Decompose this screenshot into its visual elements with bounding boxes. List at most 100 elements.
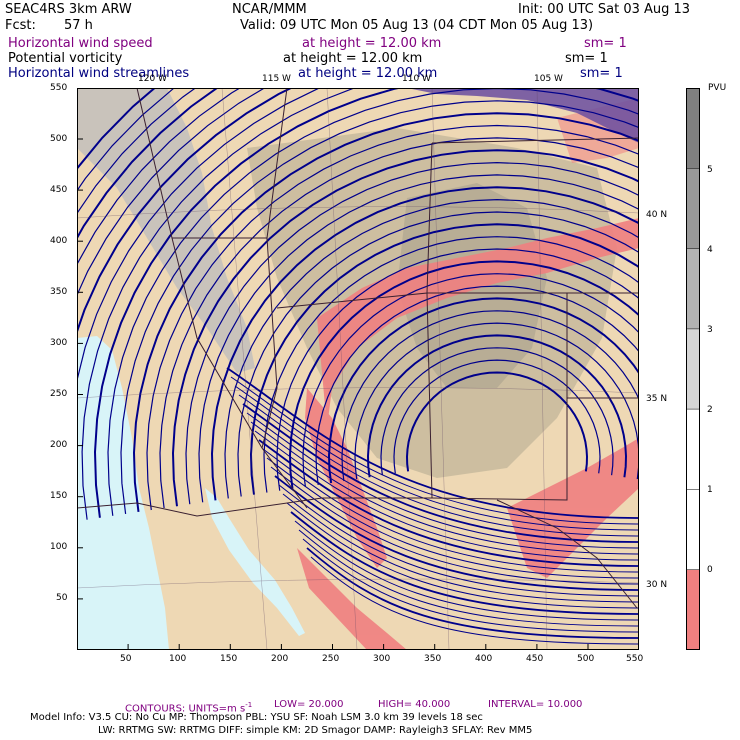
streamline: [93, 88, 639, 518]
colorbar-label-0: 0: [707, 565, 713, 575]
x-tick-200: 200: [271, 654, 289, 664]
y-tick-350: 350: [50, 287, 68, 297]
field-height-pv: at height = 12.00 km: [283, 51, 423, 66]
gulf-of-california: [205, 488, 305, 636]
y-tick-200: 200: [50, 440, 68, 450]
x-tick-150: 150: [220, 654, 238, 664]
contours-label: CONTOURS: UNITS=m s-1: [125, 701, 253, 715]
streamline: [270, 466, 639, 585]
model-info-line2: LW: RRTMG SW: RRTMG DIFF: simple KM: 2D …: [98, 725, 533, 736]
contours-interval: INTERVAL= 10.000: [488, 699, 583, 710]
contours-high: HIGH= 40.000: [378, 699, 451, 710]
colorbar-label-2: 2: [707, 405, 713, 415]
colorbar-level: [686, 168, 700, 249]
streamline: [226, 367, 639, 519]
streamline: [230, 376, 639, 525]
lat-label-30n: 30 N: [646, 580, 668, 590]
field-name-streamlines: Horizontal wind streamlines: [8, 66, 190, 81]
streamline: [238, 394, 639, 537]
colorbar-label-1: 1: [707, 485, 713, 495]
pv-colorbar: [686, 88, 700, 650]
y-axis-ticks: [77, 88, 83, 600]
field-smoothing-streamlines: sm= 1: [580, 66, 623, 81]
y-tick-300: 300: [50, 338, 68, 348]
streamline: [132, 112, 639, 513]
model-title: SEAC4RS 3km ARW: [5, 2, 132, 17]
streamline: [354, 322, 639, 480]
streamline: [393, 359, 601, 474]
streamline: [327, 297, 639, 484]
field-name-wind-speed: Horizontal wind speed: [8, 36, 153, 51]
y-tick-500: 500: [50, 134, 68, 144]
lat-label-35n: 35 N: [646, 394, 668, 404]
lon-label-115w: 115 W: [262, 74, 291, 84]
colorbar-label-3: 3: [707, 325, 713, 335]
contours-low: LOW= 20.000: [274, 699, 344, 710]
model-info-line1: Model Info: V3.5 CU: No Cu MP: Thompson …: [30, 712, 483, 723]
colorbar-unit: PVU: [708, 83, 727, 93]
streamline: [405, 371, 589, 472]
colorbar-label-4: 4: [707, 245, 713, 255]
y-tick-400: 400: [50, 236, 68, 246]
y-tick-100: 100: [50, 542, 68, 552]
sierra-terrain: [77, 88, 255, 373]
streamline: [380, 347, 614, 476]
streamline: [298, 529, 639, 627]
y-tick-150: 150: [50, 491, 68, 501]
forecast-hour: 57 h: [64, 18, 93, 33]
y-tick-550: 550: [50, 83, 68, 93]
streamline: [171, 149, 639, 507]
streamline: [77, 88, 266, 297]
colorbar-level: [686, 88, 700, 169]
colorbar-level: [686, 409, 700, 490]
streamline: [276, 248, 639, 491]
streamline: [306, 547, 639, 639]
streamline: [210, 186, 639, 501]
x-tick-350: 350: [424, 654, 442, 664]
streamline: [302, 273, 639, 487]
streamline: [120, 100, 639, 514]
x-tick-500: 500: [577, 654, 595, 664]
weather-map: [77, 88, 639, 650]
colorbar-level: [686, 248, 700, 329]
field-smoothing-pv: sm= 1: [565, 51, 608, 66]
x-tick-450: 450: [526, 654, 544, 664]
streamline: [159, 137, 639, 509]
x-tick-550: 550: [626, 654, 644, 664]
streamline: [288, 260, 639, 489]
graticule: [77, 88, 639, 650]
streamline: [302, 538, 639, 633]
lon-label-110w: 110 W: [402, 74, 431, 84]
streamline: [266, 457, 639, 579]
y-tick-250: 250: [50, 389, 68, 399]
streamline: [249, 223, 639, 495]
streamline: [262, 448, 639, 573]
streamline: [258, 439, 639, 567]
lon-label-105w: 105 W: [534, 74, 563, 84]
streamline: [263, 236, 639, 493]
streamline: [185, 161, 639, 505]
streamline: [278, 484, 639, 597]
colorbar-level: [686, 489, 700, 570]
streamline: [282, 493, 639, 603]
y-tick-450: 450: [50, 185, 68, 195]
streamline: [81, 88, 639, 520]
streamlines: [77, 88, 639, 645]
lon-label-120w: 120 W: [138, 74, 167, 84]
state-boundaries: [77, 88, 639, 609]
colorbar-level: [686, 569, 700, 650]
streamline: [224, 198, 639, 499]
field-smoothing-wind-speed: sm= 1: [584, 36, 627, 51]
streamline: [310, 556, 639, 645]
x-tick-400: 400: [475, 654, 493, 664]
forecast-label: Fcst:: [5, 18, 36, 33]
field-name-pv: Potential vorticity: [8, 51, 123, 66]
streamline: [237, 211, 639, 497]
streamline: [246, 412, 639, 549]
init-time: Init: 00 UTC Sat 03 Aug 13: [518, 2, 691, 17]
x-tick-250: 250: [322, 654, 340, 664]
x-axis-ticks: [127, 644, 639, 650]
x-tick-50: 50: [120, 654, 132, 664]
streamline: [250, 421, 639, 555]
jet-core: [407, 88, 639, 143]
